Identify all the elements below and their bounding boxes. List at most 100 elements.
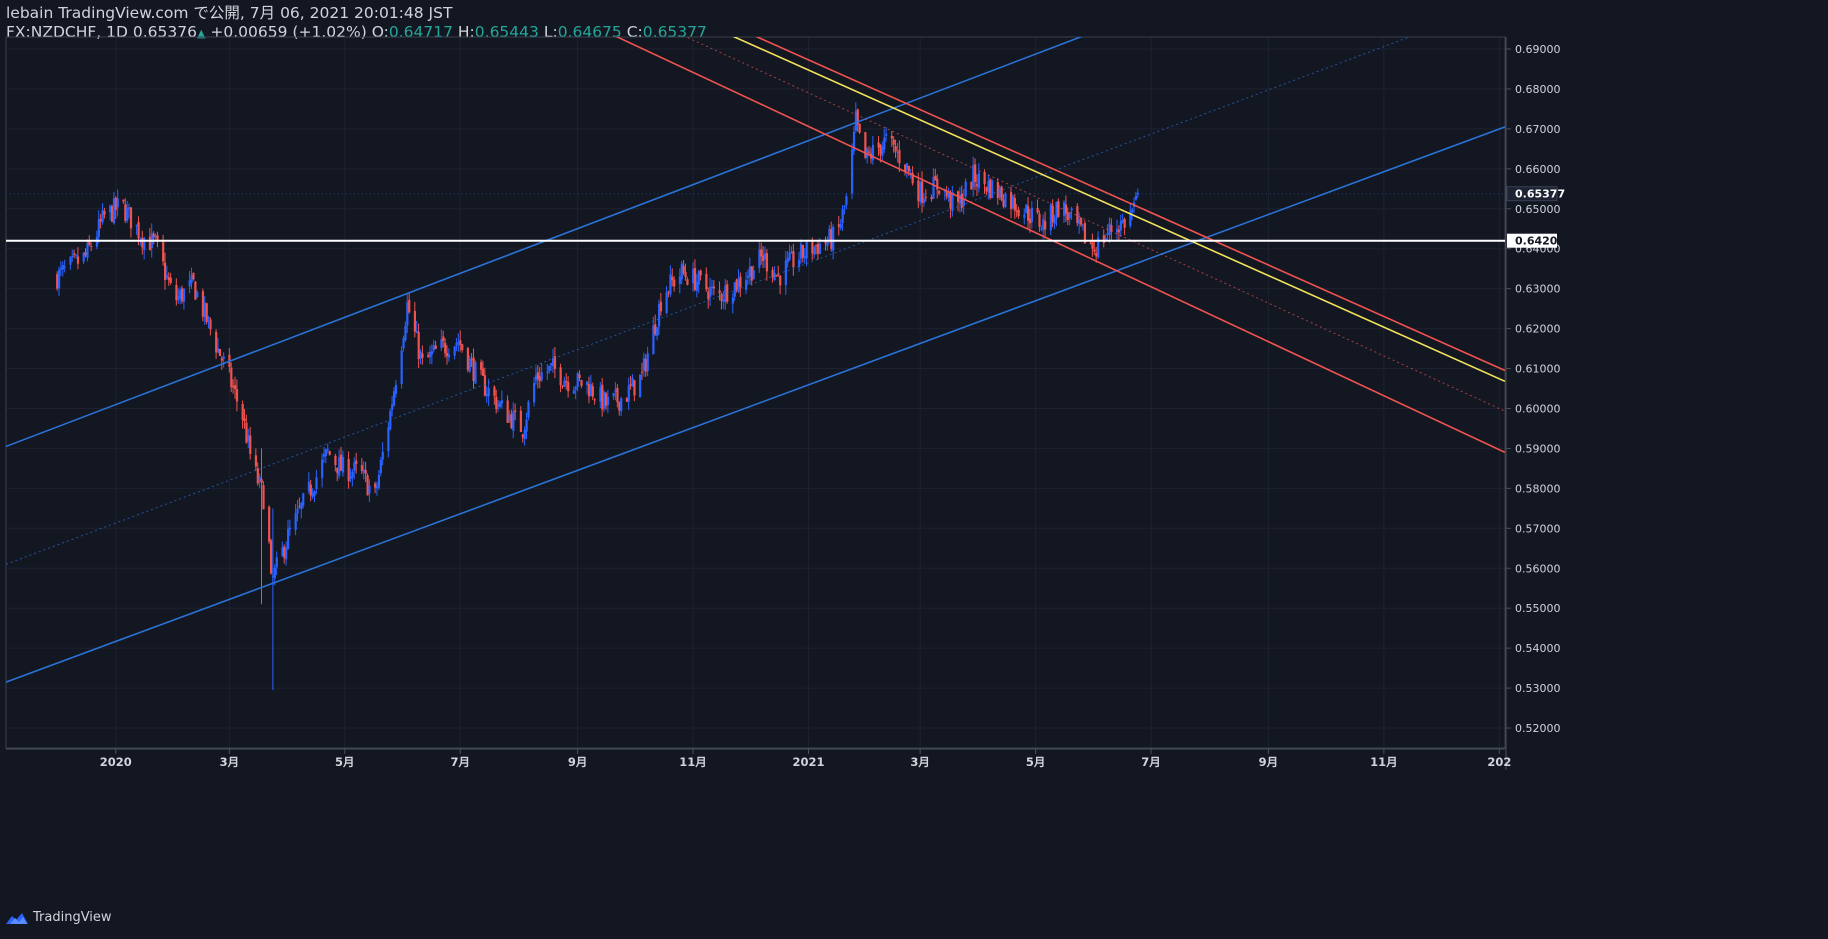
candle-body — [421, 353, 424, 358]
candle-body — [699, 270, 702, 276]
candle-body — [1131, 209, 1134, 212]
candle-body — [69, 257, 72, 265]
time-tick-label: 2020 — [100, 755, 132, 769]
candle-body — [498, 402, 502, 407]
candle-body — [122, 199, 125, 202]
candle-body — [368, 485, 371, 494]
candle-body — [1129, 210, 1132, 227]
candle-body — [1068, 212, 1071, 219]
candle-body — [710, 286, 714, 288]
candle-body — [307, 481, 311, 492]
candle-body — [629, 384, 632, 386]
candle-body — [851, 149, 854, 194]
red-channel-lower-line — [615, 37, 1505, 454]
candle-body — [788, 252, 791, 260]
yellow-trend-line — [732, 37, 1505, 383]
candle-body — [341, 456, 345, 473]
candle-body — [241, 403, 244, 420]
candle-body — [353, 462, 356, 471]
candle-body — [1102, 235, 1105, 243]
candle-body — [905, 163, 909, 170]
candle-body — [779, 275, 782, 286]
time-tick-label: 5月 — [335, 755, 355, 769]
price-tick-label: 0.62000 — [1515, 323, 1561, 336]
candle-body — [1053, 218, 1056, 224]
price-badge-bg — [1507, 233, 1557, 248]
candle-body — [430, 351, 434, 355]
candle-body — [550, 363, 553, 366]
candle-body — [601, 384, 604, 410]
candle-body — [1076, 206, 1079, 224]
candle-body — [561, 385, 564, 387]
candle-body — [268, 506, 271, 542]
price-tick-label: 0.57000 — [1515, 522, 1561, 535]
candle-body — [109, 205, 112, 213]
candle-body — [1121, 220, 1124, 223]
candle-body — [247, 435, 250, 441]
candle-body — [718, 290, 721, 294]
candle-body — [680, 263, 683, 280]
candle-body — [546, 371, 549, 373]
price-tick-label: 0.66000 — [1515, 163, 1561, 176]
candle-body — [919, 182, 922, 202]
candle-body — [88, 240, 91, 245]
candle-body — [220, 358, 223, 361]
candle-body — [506, 400, 509, 423]
candle-body — [387, 427, 390, 452]
candle-body — [400, 350, 403, 384]
candle-body — [924, 196, 928, 198]
candle-body — [974, 164, 977, 182]
candle-body — [215, 331, 218, 353]
candle-body — [868, 151, 871, 153]
candle-body — [457, 342, 460, 344]
candle-body — [392, 391, 396, 406]
candle-body — [1042, 219, 1045, 231]
candle-body — [336, 467, 339, 473]
candle-body — [86, 242, 89, 258]
candle-body — [1110, 225, 1113, 232]
price-tick-label: 0.53000 — [1515, 682, 1561, 695]
candle-body — [904, 165, 907, 173]
candle-body — [1028, 218, 1032, 224]
candle-body — [1040, 228, 1043, 230]
candle-body — [987, 181, 990, 193]
candle-body — [907, 165, 911, 172]
candle-body — [858, 123, 861, 133]
candle-body — [408, 299, 411, 313]
candle-body — [428, 351, 432, 358]
candle-body — [82, 252, 85, 262]
time-tick-label: 202 — [1487, 755, 1511, 769]
candle-body — [576, 373, 579, 388]
candle-body — [281, 547, 284, 556]
candle-body — [538, 376, 541, 382]
candle-body — [1036, 207, 1039, 213]
candle-body — [275, 557, 278, 568]
candle-body — [453, 346, 456, 356]
candle-body — [639, 374, 642, 398]
candle-body — [514, 410, 517, 412]
tradingview-brand[interactable]: TradingView — [5, 910, 112, 925]
tradingview-logo-icon — [6, 912, 28, 924]
price-tick-label: 0.69000 — [1515, 43, 1561, 56]
candle-body — [1091, 241, 1094, 249]
candle-body — [830, 229, 833, 249]
candle-body — [163, 262, 167, 280]
candle-body — [667, 291, 670, 293]
candle-body — [254, 455, 258, 467]
candle-body — [472, 357, 475, 381]
candle-body — [574, 387, 577, 390]
candle-body — [455, 342, 458, 346]
candle-body — [209, 319, 212, 330]
price-badge-label: 0.65377 — [1515, 188, 1565, 201]
candle-body — [245, 422, 248, 443]
candle-body — [188, 280, 191, 287]
candle-body — [309, 484, 312, 496]
candle-body — [1093, 249, 1096, 252]
price-tick-label: 0.55000 — [1515, 602, 1561, 615]
candle-body — [591, 386, 594, 397]
candle-body — [989, 179, 992, 198]
candle-body — [958, 195, 962, 204]
candle-body — [283, 546, 286, 558]
candle-body — [975, 184, 979, 187]
